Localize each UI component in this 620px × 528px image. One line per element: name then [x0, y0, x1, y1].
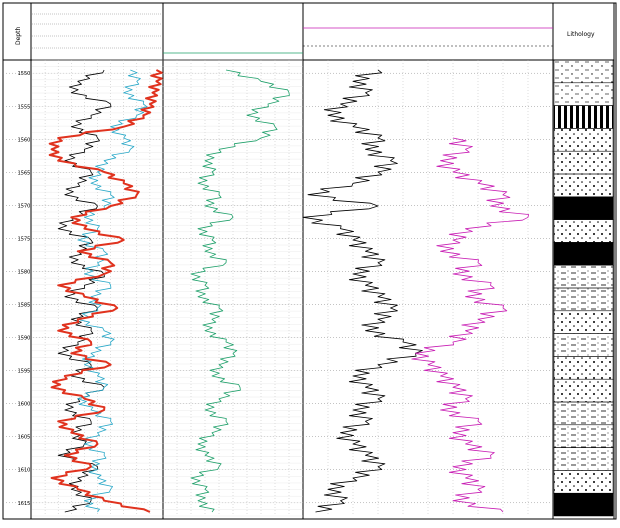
lithology-interval — [553, 470, 614, 494]
lithology-column — [553, 59, 614, 517]
header-lithology-label: Lithology — [567, 31, 595, 38]
track-headers: Depth Lithology — [15, 27, 595, 45]
lithology-interval — [553, 287, 614, 312]
depth-tick-label: 1560 — [18, 137, 31, 143]
depth-tick-label: 1605 — [18, 435, 31, 441]
log-curves — [48, 69, 529, 513]
lithology-interval — [553, 333, 614, 357]
lithology-interval — [553, 492, 614, 517]
lithology-interval — [553, 173, 614, 198]
lithology-interval — [553, 424, 614, 448]
depth-tick-label: 1585 — [18, 303, 31, 309]
depth-tick-label: 1555 — [18, 104, 31, 110]
lithology-interval — [553, 128, 614, 152]
depth-tick-label: 1570 — [18, 203, 31, 209]
lithology-interval — [553, 401, 614, 426]
depth-tick-label: 1580 — [18, 269, 31, 275]
lithology-interval — [553, 105, 614, 129]
log-curve-5 — [302, 69, 423, 513]
depth-tick-label: 1615 — [18, 501, 31, 507]
depth-tick-label: 1565 — [18, 170, 31, 176]
lithology-interval — [553, 219, 614, 243]
lithology-interval — [553, 447, 614, 471]
lithology-interval — [553, 196, 614, 220]
depth-tick-label: 1575 — [18, 236, 31, 242]
lithology-interval — [553, 59, 614, 84]
track-grid — [3, 3, 615, 519]
lithology-interval — [553, 150, 614, 175]
lithology-interval — [553, 82, 614, 106]
lithology-interval — [553, 378, 614, 403]
lithology-interval — [553, 310, 614, 334]
lithology-interval — [553, 242, 614, 266]
log-curve-3 — [48, 69, 163, 513]
header-depth-label: Depth — [15, 27, 22, 45]
depth-tick-label: 1610 — [18, 468, 31, 474]
depth-tick-label: 1600 — [18, 402, 31, 408]
log-curve-4 — [190, 69, 290, 513]
depth-scale: 1550 1555 1560 1565 1570 1575 1580 1585 1590 1595… — [18, 71, 31, 507]
depth-tick-label: 1595 — [18, 369, 31, 375]
lithology-interval — [553, 264, 614, 289]
depth-tick-label: 1550 — [18, 71, 31, 77]
chart-border — [2, 2, 617, 520]
lithology-interval — [553, 356, 614, 380]
depth-tick-label: 1590 — [18, 336, 31, 342]
log-curve-2 — [77, 69, 148, 513]
log-curve-6 — [411, 137, 529, 513]
